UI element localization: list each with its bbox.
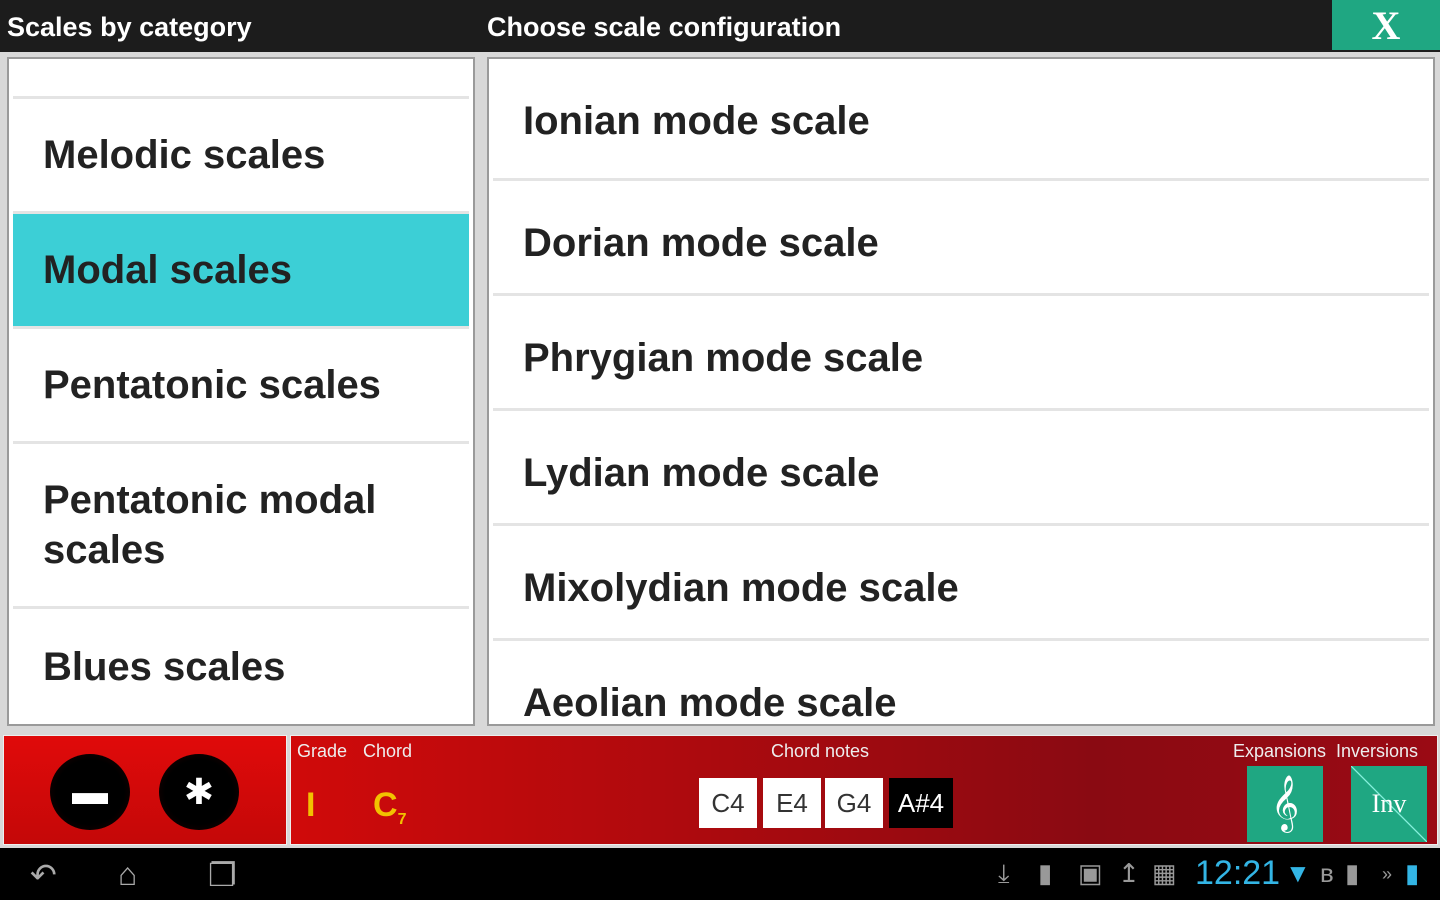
more-icon: » [1382,864,1393,884]
expansions-label: Expansions [1233,741,1327,761]
image-icon: ▣ [1078,858,1103,888]
upload-icon: ↥ [1118,858,1140,888]
top-bar: Scales by category Choose scale configur… [0,0,1440,52]
scales-title: Choose scale configuration [487,12,842,42]
chord-note[interactable]: G4 [825,778,883,828]
scale-list[interactable]: Ionian mode scale Dorian mode scale Phry… [487,57,1435,726]
bluetooth-icon: ʙ [1320,858,1334,888]
inversions-label: Inversions [1336,741,1419,761]
system-nav-bar: ↶ ⌂ ❐ ⤓ ▮ ▣ ↥ ▦ 12:21 ▼ ʙ ▮ » ▮ [0,848,1440,900]
grade-value: I [306,786,316,824]
drums-instrument-button[interactable]: ✱ [159,754,239,830]
recent-apps-icon[interactable]: ❐ [208,857,237,893]
battery-icon: ▮ [1405,858,1420,888]
home-icon[interactable]: ⌂ [118,856,138,892]
scale-item[interactable]: Aeolian mode scale [523,681,897,725]
download-icon: ⤓ [998,858,1010,888]
chord-label: Chord [363,741,413,761]
category-item-empty[interactable] [13,59,469,99]
category-item-pentatonic[interactable]: Pentatonic scales [13,329,469,444]
drummer-icon: ✱ [183,771,215,812]
signal-alert-icon: ▮ [1345,858,1360,888]
clock: 12:21 [1195,854,1281,892]
expansions-button[interactable]: 𝄞 [1247,766,1323,842]
app-notification-icon: ▦ [1152,858,1177,888]
category-item-melodic[interactable]: Melodic scales [13,99,469,214]
grade-label: Grade [297,741,348,761]
scale-item[interactable]: Mixolydian mode scale [493,526,1429,641]
chord-notes-label: Chord notes [771,741,870,761]
scale-item[interactable]: Phrygian mode scale [493,296,1429,411]
inversions-button[interactable]: Inv [1351,766,1427,842]
sd-card-icon: ▮ [1038,858,1053,888]
chord-note[interactable]: A#4 [889,778,953,828]
category-item-pentatonic-modal[interactable]: Pentatonic modal scales [13,444,469,609]
scale-item[interactable]: Ionian mode scale [493,59,1429,181]
chord-panel: Grade Chord I C7 Chord notes C4 E4 G4 A#… [290,735,1438,845]
category-item-modal[interactable]: Modal scales [13,214,469,329]
category-item-blues[interactable]: Blues scales [43,644,286,689]
wifi-icon: ▼ [1285,858,1311,888]
chord-note[interactable]: C4 [699,778,757,828]
category-list[interactable]: Melodic scales Modal scales Pentatonic s… [7,57,475,726]
back-icon[interactable]: ↶ [30,857,57,893]
treble-clef-icon: 𝄞 [1270,777,1300,830]
chord-value: C7 [373,786,407,828]
scale-item[interactable]: Lydian mode scale [493,411,1429,526]
instrument-panel: ▬ ✱ [3,735,287,845]
categories-title: Scales by category [7,12,252,42]
scale-item[interactable]: Dorian mode scale [493,181,1429,296]
keyboard-instrument-button[interactable]: ▬ [50,754,130,830]
piano-icon: ▬ [72,771,108,812]
chord-note[interactable]: E4 [763,778,821,828]
close-button[interactable]: X [1332,0,1440,50]
